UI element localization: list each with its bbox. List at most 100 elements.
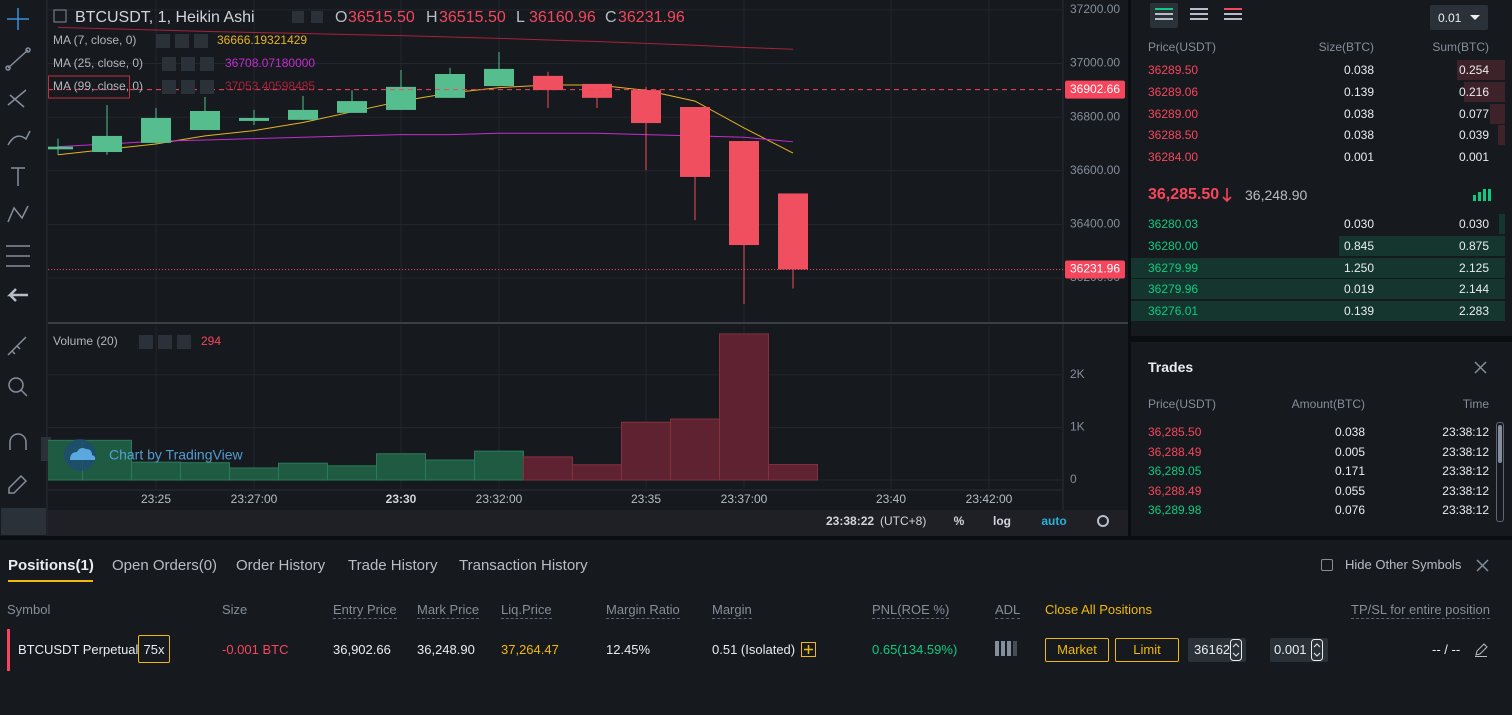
footer-timezone: (UTC+8) (880, 514, 926, 528)
ma-line (57, 132, 794, 148)
column-header: Time (1462, 397, 1489, 411)
close-icon[interactable] (1476, 559, 1489, 572)
trade-time: 23:38:12 (1442, 483, 1489, 498)
trade-time: 23:38:12 (1442, 425, 1489, 439)
volume-bar (180, 462, 230, 481)
market-button[interactable]: Market (1057, 642, 1097, 657)
liq-price: 37,264.47 (501, 642, 559, 657)
tpsl-header: TP/SL for entire position (1351, 602, 1490, 619)
ask-cell: 0.038 (1343, 128, 1374, 143)
depth-bar (1463, 81, 1505, 102)
dropdown-arrow (1470, 15, 1480, 20)
trade-amount: 0.171 (1334, 464, 1365, 479)
volume-bar (572, 464, 622, 481)
column-header: Price(USDT) (1148, 397, 1216, 411)
add-margin[interactable] (801, 642, 816, 657)
candle-body (484, 68, 514, 87)
tab[interactable]: Order History (236, 557, 326, 574)
leverage-box[interactable] (138, 635, 170, 663)
book-view-line (1155, 18, 1173, 20)
ask-cell: 0.001 (1343, 150, 1374, 165)
bid-cell: 2.144 (1458, 282, 1489, 297)
price-input[interactable] (1188, 638, 1246, 662)
market-btn[interactable] (1045, 638, 1109, 662)
ma-line (57, 84, 794, 156)
bid-cell: 0.845 (1343, 238, 1374, 253)
candle-body (141, 117, 171, 143)
book-view-line (1224, 13, 1242, 15)
main-pane (48, 0, 1063, 322)
footer-option[interactable]: auto (1041, 514, 1066, 528)
tab[interactable]: Positions(1) (8, 557, 94, 574)
y-tick-label: 37200.00 (1070, 2, 1120, 16)
book-view-line (1190, 13, 1208, 15)
x-tick-label: 23:27:00 (231, 492, 278, 506)
candle-body (435, 73, 465, 98)
limit-button[interactable]: Limit (1133, 642, 1161, 657)
scroll-thumb (1498, 425, 1502, 463)
price-line-box (1065, 80, 1125, 99)
chart-footer (48, 510, 1128, 536)
price-line-box (1065, 260, 1125, 279)
footer-option[interactable]: % (954, 514, 965, 528)
chart-title: BTCUSDT, 1, Heikin Ashi (75, 9, 255, 26)
x[interactable] (1476, 559, 1489, 572)
ask-cell: 36289.50 (1148, 63, 1199, 77)
ask-cell: 36289.06 (1148, 84, 1199, 99)
volume-bar (768, 464, 818, 481)
collapse-handle[interactable] (41, 437, 51, 461)
indicator-icon (162, 80, 176, 94)
trade-price: 36,289.98 (1148, 503, 1202, 518)
margin: 0.51 (Isolated) (712, 642, 796, 657)
book-view-icon[interactable] (1150, 3, 1178, 28)
checkbox[interactable] (1321, 559, 1333, 571)
legend-icon (292, 11, 304, 23)
tab-underline (8, 580, 93, 582)
close-all[interactable]: Close All Positions (1045, 602, 1152, 617)
signal-icon (1478, 192, 1481, 201)
leverage[interactable]: 75x (143, 642, 165, 657)
candle-body (631, 90, 661, 124)
depth-clip (1131, 60, 1505, 80)
indicator-value: 37053.40598485 (225, 79, 315, 93)
bid-cell: 36276.01 (1148, 304, 1199, 319)
footer-option[interactable]: log (993, 514, 1011, 528)
ask-cell: 0.038 (1343, 63, 1374, 77)
adl-bar (1013, 641, 1017, 656)
volume-pane (48, 325, 1063, 489)
tab[interactable]: Transaction History (459, 557, 588, 574)
scrollbar (1496, 422, 1504, 522)
column-header: Margin (712, 602, 752, 619)
spinner-icon[interactable] (1311, 639, 1323, 661)
arrow (1222, 188, 1232, 203)
qty-input[interactable] (1270, 638, 1328, 662)
plus[interactable] (802, 643, 815, 656)
size: -0.001 BTC (222, 642, 289, 657)
close-icon[interactable] (1474, 361, 1487, 374)
y-tick-label: 36400.00 (1070, 217, 1120, 231)
tab[interactable]: Open Orders(0) (112, 557, 218, 574)
spinner[interactable] (1311, 639, 1323, 661)
trades-title: Trades (1148, 359, 1194, 375)
bid-cell: 0.139 (1343, 304, 1374, 319)
edit-icon[interactable] (1474, 643, 1488, 657)
trade-price: 36,288.49 (1148, 444, 1202, 459)
limit-btn[interactable] (1115, 638, 1179, 662)
bid-cell: 0.875 (1458, 238, 1489, 253)
ohlc-value: 36515.50 (439, 9, 506, 26)
pencil[interactable] (1474, 643, 1488, 657)
spinner-icon[interactable] (1230, 639, 1242, 661)
column-header: PNL(ROE %) (872, 602, 950, 619)
x[interactable] (1474, 361, 1487, 374)
bid-cell: 1.250 (1343, 260, 1374, 275)
trades-panel (1131, 342, 1512, 536)
ask-cell: 36288.50 (1148, 128, 1199, 143)
tab[interactable]: Trade History (348, 557, 438, 574)
depth-clip (1131, 103, 1505, 124)
indicator-icon (181, 57, 195, 71)
entry-price: 36,902.66 (333, 642, 391, 657)
price-line-label: 36231.96 (1070, 262, 1120, 276)
spinner[interactable] (1230, 639, 1242, 661)
ohlc-key: H (426, 9, 438, 26)
